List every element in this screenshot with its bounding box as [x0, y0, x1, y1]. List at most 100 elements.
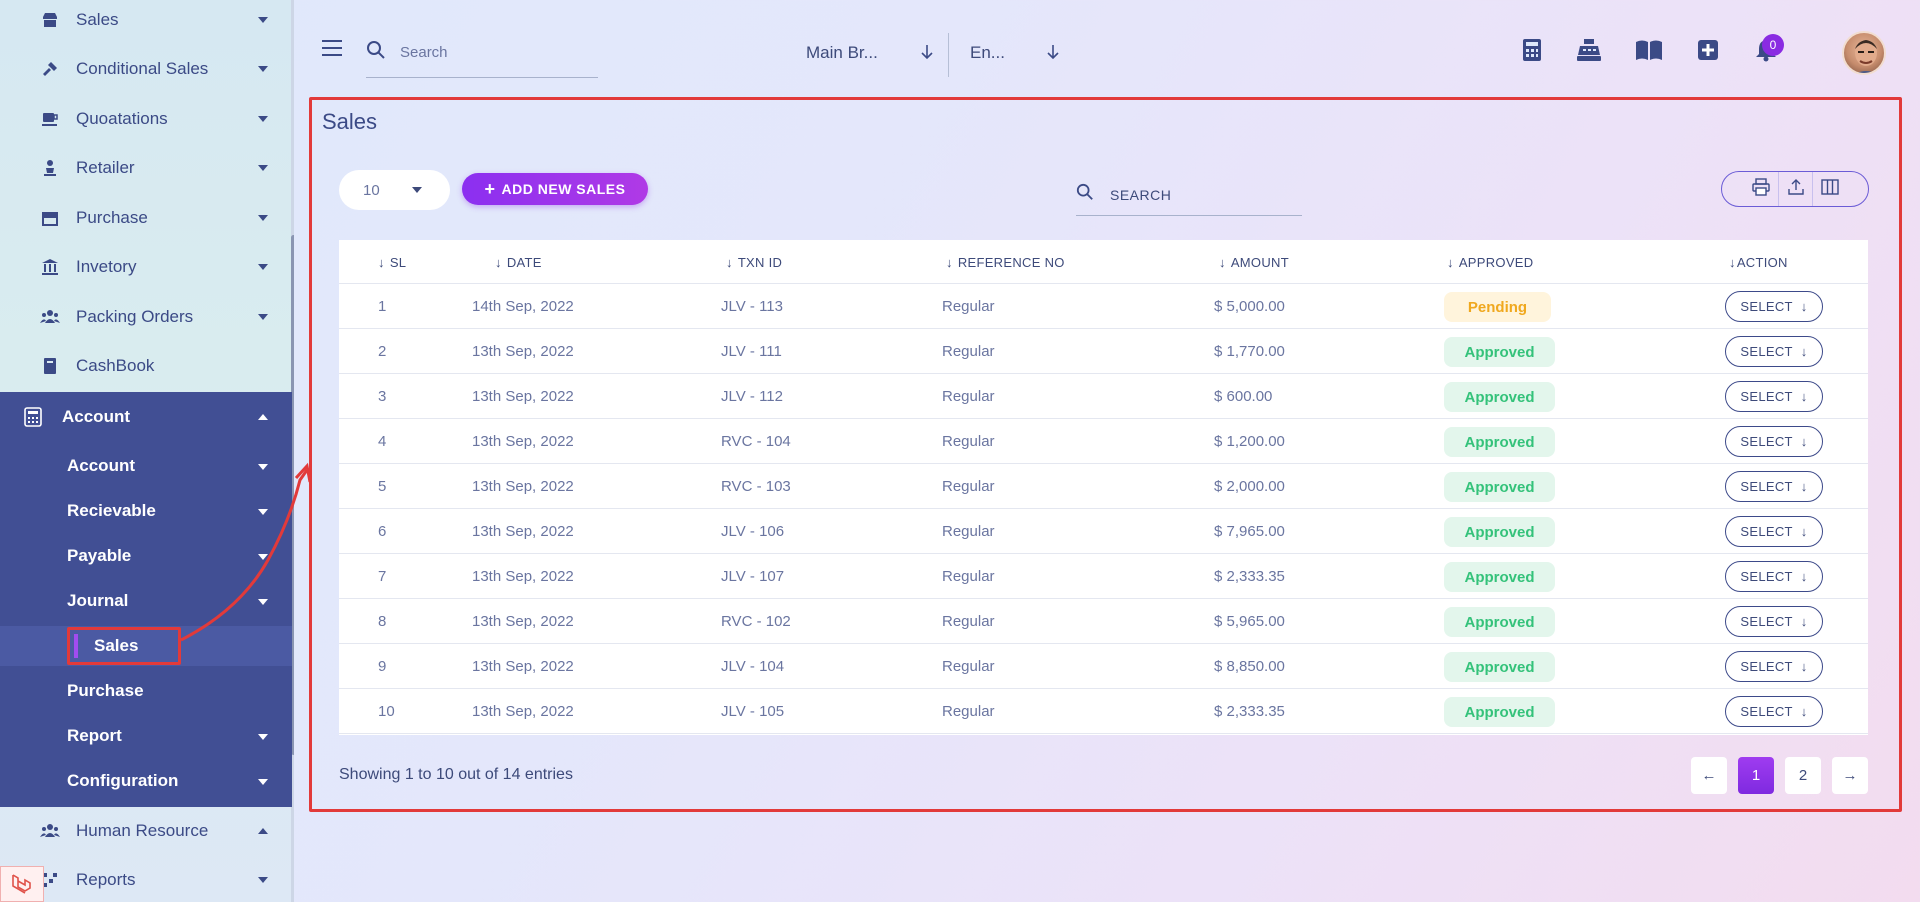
sidebar-item-conditional-sales[interactable]: Conditional Sales	[0, 45, 292, 93]
select-label: SELECT	[1740, 344, 1793, 359]
cell-amount: $ 2,333.35	[1214, 568, 1285, 585]
hamburger-icon	[322, 40, 342, 42]
table-header: ↓ SL ↓ DATE ↓ TXN ID ↓ REFERENCE NO ↓ AMOUNT …	[339, 240, 1868, 284]
sidebar-subitem-purchase[interactable]: Purchase	[0, 669, 292, 713]
table-row: 7 13th Sep, 2022 JLV - 107 Regular $ 2,333.3…	[339, 554, 1868, 599]
sidebar-item-packing-orders[interactable]: Packing Orders	[0, 293, 292, 341]
status-badge: Pending	[1444, 292, 1551, 322]
sidebar-item-invetory[interactable]: Invetory	[0, 243, 292, 291]
sidebar-subitem-recievable[interactable]: Recievable	[0, 489, 292, 533]
chevron-down-icon	[258, 509, 268, 515]
sidebar-subitem-configuration[interactable]: Configuration	[0, 759, 292, 803]
columns-button[interactable]	[1812, 172, 1846, 206]
sidebar-item-human-resource[interactable]: Human Resource	[0, 807, 292, 855]
sidebar-item-purchase[interactable]: Purchase	[0, 194, 292, 242]
cell-amount: $ 2,000.00	[1214, 478, 1285, 495]
sidebar-item-sales[interactable]: Sales	[0, 0, 292, 44]
export-button[interactable]	[1778, 172, 1812, 206]
sidebar-subitem-report[interactable]: Report	[0, 714, 292, 758]
global-search[interactable]	[366, 28, 598, 78]
select-action-button[interactable]: SELECT ↓	[1725, 381, 1823, 412]
sidebar-subitem-account[interactable]: Account	[0, 444, 292, 488]
sidebar-item-retailer[interactable]: Retailer	[0, 144, 292, 192]
pagination-page-1[interactable]: 1	[1738, 757, 1774, 794]
sidebar-subitem-sales-active[interactable]: Sales	[67, 627, 181, 665]
sidebar-subitem-payable[interactable]: Payable	[0, 534, 292, 578]
sidebar-item-reports[interactable]: Reports	[0, 856, 292, 902]
upload-icon	[1787, 178, 1805, 201]
arrow-down-icon: ↓	[1800, 344, 1808, 359]
cell-date: 13th Sep, 2022	[472, 388, 574, 405]
calculator-icon[interactable]	[1518, 36, 1546, 64]
select-label: SELECT	[1740, 524, 1793, 539]
select-action-button[interactable]: SELECT ↓	[1725, 291, 1823, 322]
cell-txn-id: JLV - 105	[721, 703, 785, 720]
cell-sl: 5	[378, 478, 387, 495]
column-header-date[interactable]: ↓ DATE	[495, 254, 542, 270]
language-dropdown[interactable]: En...	[970, 33, 1060, 73]
column-header-txn-id[interactable]: ↓ TXN ID	[726, 254, 783, 270]
cash-register-icon[interactable]	[1575, 36, 1603, 64]
select-action-button[interactable]: SELECT ↓	[1725, 426, 1823, 457]
sort-icon: ↓	[495, 254, 502, 270]
pagination-next-button[interactable]: →	[1832, 757, 1868, 794]
sort-icon: ↓	[1447, 254, 1454, 270]
person-icon	[40, 158, 60, 178]
cell-date: 13th Sep, 2022	[472, 523, 574, 540]
cell-txn-id: JLV - 106	[721, 523, 785, 540]
chevron-down-icon	[258, 464, 268, 470]
status-badge: Approved	[1444, 427, 1555, 457]
sidebar-subitem-label: Payable	[67, 546, 132, 565]
sidebar-subitem-label: Report	[67, 726, 122, 745]
table-row: 10 13th Sep, 2022 JLV - 105 Regular $ 2,333.…	[339, 689, 1868, 734]
select-action-button[interactable]: SELECT ↓	[1725, 651, 1823, 682]
select-label: SELECT	[1740, 569, 1793, 584]
plus-icon: +	[484, 178, 496, 199]
select-action-button[interactable]: SELECT ↓	[1725, 606, 1823, 637]
language-value: En...	[970, 43, 1005, 62]
columns-icon	[1820, 178, 1839, 201]
cell-sl: 9	[378, 658, 387, 675]
table-row: 4 13th Sep, 2022 RVC - 104 Regular $ 1,200.0…	[339, 419, 1868, 464]
select-action-button[interactable]: SELECT ↓	[1725, 516, 1823, 547]
cell-reference-no: Regular	[942, 658, 995, 675]
global-search-input[interactable]	[400, 44, 580, 61]
column-header-amount[interactable]: ↓ AMOUNT	[1219, 254, 1289, 270]
sidebar-subitem-journal[interactable]: Journal	[0, 579, 292, 623]
sort-icon: ↓	[946, 254, 953, 270]
column-header-action[interactable]: ↓ ACTION	[1729, 254, 1788, 270]
menu-toggle-button[interactable]	[322, 40, 342, 56]
branch-dropdown[interactable]: Main Br...	[806, 33, 946, 73]
laravel-icon[interactable]	[0, 866, 44, 902]
column-header-reference-no[interactable]: ↓ REFERENCE NO	[946, 254, 1065, 270]
add-square-icon[interactable]	[1694, 36, 1722, 64]
add-new-sales-button[interactable]: + ADD NEW SALES	[462, 173, 648, 205]
sidebar-item-cashbook[interactable]: CashBook	[0, 342, 292, 390]
chevron-down-icon	[412, 187, 422, 193]
arrow-down-icon: ↓	[1800, 389, 1808, 404]
select-action-button[interactable]: SELECT ↓	[1725, 696, 1823, 727]
table-search-input[interactable]	[1110, 186, 1270, 203]
sidebar-item-label: Invetory	[76, 257, 137, 276]
calculator-icon	[24, 407, 44, 427]
sidebar-item-account[interactable]: Account	[0, 392, 292, 442]
page-length-select[interactable]: 10	[339, 170, 450, 210]
cell-txn-id: JLV - 111	[721, 343, 782, 360]
cell-txn-id: JLV - 107	[721, 568, 785, 585]
select-label: SELECT	[1740, 479, 1793, 494]
book-open-icon[interactable]	[1635, 36, 1663, 64]
column-header-sl[interactable]: ↓ SL	[378, 254, 407, 270]
column-header-approved[interactable]: ↓ APPROVED	[1447, 254, 1534, 270]
table-search[interactable]	[1076, 174, 1302, 216]
sidebar-subitem-label: Configuration	[67, 771, 179, 790]
avatar[interactable]	[1842, 31, 1886, 75]
select-action-button[interactable]: SELECT ↓	[1725, 471, 1823, 502]
print-button[interactable]	[1744, 172, 1778, 206]
sidebar-item-quoatations[interactable]: Quoatations	[0, 95, 292, 143]
pagination-page-2[interactable]: 2	[1785, 757, 1821, 794]
select-action-button[interactable]: SELECT ↓	[1725, 561, 1823, 592]
arrow-down-icon: ↓	[1800, 704, 1808, 719]
pagination-prev-button[interactable]: ←	[1691, 757, 1727, 794]
select-action-button[interactable]: SELECT ↓	[1725, 336, 1823, 367]
cell-reference-no: Regular	[942, 298, 995, 315]
